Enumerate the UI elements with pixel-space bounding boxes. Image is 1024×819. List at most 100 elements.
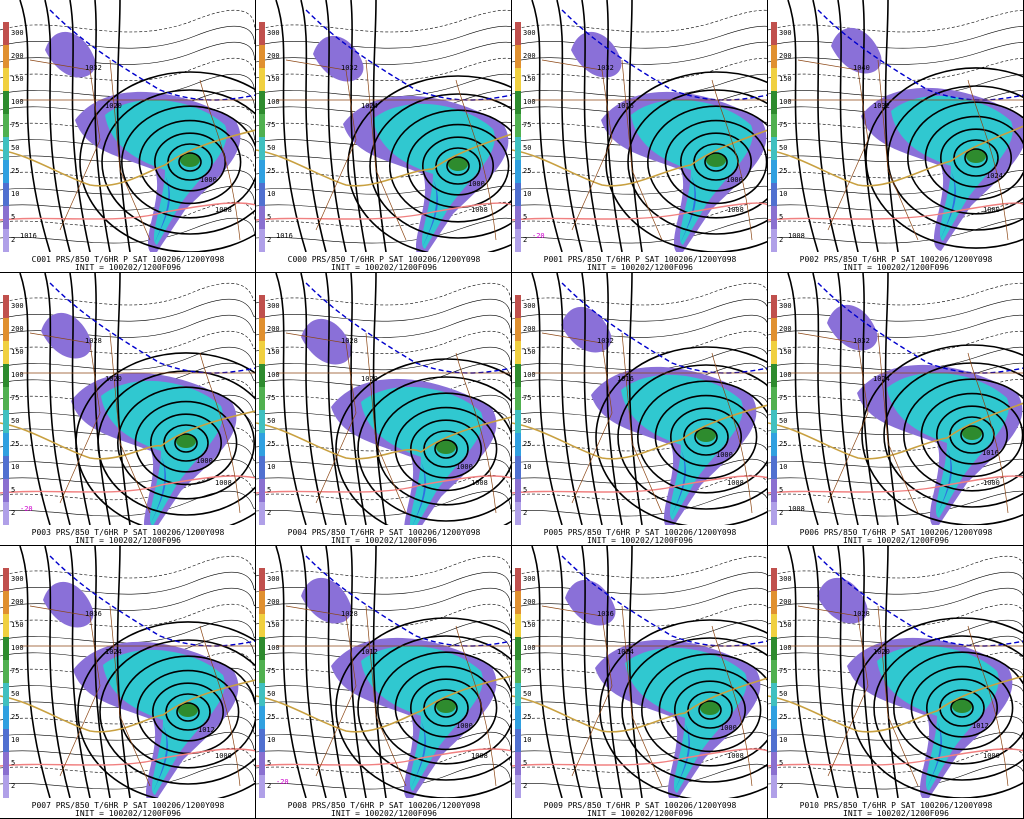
pressure-label: 1008 [471, 479, 488, 487]
isobars [275, 546, 511, 798]
map-panel-p008: 1028 1012 1000 1008 -20 300 200 150 100 75 50 25 10 5… [256, 546, 512, 819]
pressure-label: 1032 [853, 337, 870, 345]
political-borders [20, 332, 255, 514]
cold-line [817, 9, 1023, 101]
colorbar-segment [3, 637, 9, 660]
colorbar-segment [3, 775, 9, 798]
pressure-label: 1028 [85, 337, 102, 345]
colorbar-label: 25 [779, 713, 788, 721]
colorbar-label: 50 [267, 144, 276, 152]
pressure-label: 1028 [853, 610, 870, 618]
pressure-label: 1012 [198, 726, 215, 734]
cold-line [305, 9, 511, 101]
warm-line [0, 202, 255, 221]
panel-caption-line2: INIT = 100202/1200F096 [331, 536, 437, 545]
colorbar-segment [771, 660, 777, 683]
colorbar-segment [259, 160, 265, 183]
colorbar-label: 300 [523, 575, 536, 583]
colorbar-segment [515, 637, 521, 660]
political-borders [532, 59, 767, 241]
warm-line [768, 748, 1023, 767]
precip-colorbar [515, 295, 521, 525]
pressure-label: 1032 [597, 64, 614, 72]
colorbar-segment [771, 295, 777, 318]
colorbar-segment [771, 364, 777, 387]
precip-colorbar [259, 22, 265, 252]
precip-colorbar [515, 568, 521, 798]
pressure-label: 1000 [215, 752, 232, 760]
colorbar-segment [771, 456, 777, 479]
panel-caption-line1: P006 PRS/850 T/6HR P SAT 100206/1200Y098 [799, 528, 993, 537]
colorbar-segment [3, 91, 9, 114]
colorbar-label: 300 [779, 302, 792, 310]
warm-line [768, 475, 1023, 494]
pressure-labels: 1028 1020 1000 1008 -20 [20, 337, 232, 513]
colorbar-segment [515, 410, 521, 433]
colorbar-label: 50 [779, 690, 788, 698]
colorbar-label: 5 [523, 759, 528, 767]
panel-caption-line2: INIT = 100202/1200F096 [843, 536, 949, 545]
forecast-map: 1036 1024 1000 1008 [512, 546, 767, 798]
panel-caption-line2: INIT = 100202/1200F096 [75, 809, 181, 818]
precip-colorbar [515, 22, 521, 252]
colorbar-label: 75 [523, 667, 532, 675]
colorbar-label: 25 [267, 440, 276, 448]
pressure-label: 1008 [727, 206, 744, 214]
colorbar-label: 150 [267, 75, 280, 83]
colorbar-label: 75 [11, 121, 20, 129]
forecast-map: 1028 1012 1000 1008 -20 [256, 546, 511, 798]
pressure-label: 1024 [986, 172, 1003, 180]
colorbar-segment [515, 229, 521, 252]
colorbar-label: 100 [267, 98, 280, 106]
pressure-labels: 1032 1016 1000 1008 [597, 337, 744, 487]
colorbar-segment [3, 387, 9, 410]
colorbar-label: 25 [523, 167, 532, 175]
colorbar-label: 200 [267, 325, 280, 333]
colorbar-segment [771, 637, 777, 660]
pressure-label: 1000 [196, 457, 213, 465]
colorbar-label: 10 [523, 736, 532, 744]
colorbar-segment [771, 45, 777, 68]
colorbar-label: 200 [523, 598, 536, 606]
colorbar-segment [771, 752, 777, 775]
colorbar-segment [3, 591, 9, 614]
cold-line [305, 282, 511, 374]
cold-line [49, 555, 255, 647]
isobars [787, 273, 1023, 525]
isobars [787, 0, 1023, 252]
colorbar-segment [771, 114, 777, 137]
colorbar-label: 300 [11, 302, 24, 310]
pressure-label: 1016 [20, 232, 37, 240]
colorbar-segment [259, 114, 265, 137]
colorbar-segment [515, 683, 521, 706]
colorbar-label: 75 [523, 394, 532, 402]
colorbar-segment [771, 706, 777, 729]
colorbar-label: 2 [779, 509, 784, 517]
precip-colorbar [771, 22, 777, 252]
pressure-label: 1036 [597, 610, 614, 618]
colorbar-label: 10 [11, 736, 20, 744]
map-panel-p010: 1028 1020 1012 1000 300 200 150 100 75 50 25 10 5 2 P0… [768, 546, 1024, 819]
colorbar-segment [259, 137, 265, 160]
colorbar-label: 200 [523, 325, 536, 333]
freezing-line [768, 125, 1023, 187]
pressure-labels: 1032 1020 1000 1008 1016 [20, 64, 232, 240]
pressure-label: 1020 [361, 375, 378, 383]
precipitation-shading [831, 27, 1023, 251]
colorbar-label: 75 [267, 667, 276, 675]
freezing-line [768, 675, 1023, 733]
warm-line [512, 202, 767, 221]
precipitation-shading [301, 318, 497, 525]
colorbar-label: 50 [267, 690, 276, 698]
colorbar-label: 300 [267, 29, 280, 37]
colorbar-segment [259, 68, 265, 91]
panel-caption-line2: INIT = 100202/1200F096 [331, 263, 437, 272]
colorbar-label: 25 [11, 713, 20, 721]
freezing-line [256, 675, 511, 733]
pressure-label: 1016 [617, 375, 634, 383]
colorbar-label: 150 [11, 348, 24, 356]
colorbar-segment [515, 479, 521, 502]
colorbar-segment [259, 410, 265, 433]
colorbar-label: 50 [779, 144, 788, 152]
pressure-labels: 1036 1024 1000 1008 [597, 610, 744, 760]
